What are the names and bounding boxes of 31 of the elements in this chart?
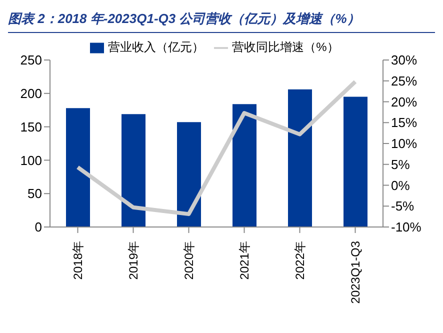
y2-tick-label: 20% (391, 94, 418, 110)
y-tick-label: 50 (28, 186, 42, 202)
y2-tick-label: 25% (391, 73, 418, 88)
y2-tick-label: -10% (391, 220, 422, 235)
y2-tick-label: 5% (391, 156, 410, 172)
x-tick-label: 2023Q1-Q3 (348, 240, 362, 304)
bar (66, 108, 90, 227)
y-tick-label: 200 (20, 86, 42, 102)
legend-label: 营业收入（亿元） (108, 40, 204, 54)
y-tick-label: 150 (20, 119, 42, 134)
y2-tick-label: 10% (391, 136, 418, 152)
y2-tick-label: 30% (391, 52, 418, 68)
bar (232, 104, 256, 227)
y2-tick-label: 15% (391, 115, 418, 130)
chart-title: 图表 2：2018 年-2023Q1-Q3 公司营收（亿元）及增速（%） (8, 8, 435, 33)
bar (122, 114, 146, 227)
x-tick-label: 2022年 (292, 241, 307, 280)
bar (344, 96, 368, 227)
x-tick-label: 2018年 (70, 241, 85, 280)
x-tick-label: 2020年 (182, 241, 196, 280)
y-tick-label: 100 (20, 152, 42, 168)
line-series (76, 80, 358, 216)
y-tick-label: 0 (34, 220, 42, 235)
legend-label: 营收同比增速（%） (232, 40, 339, 54)
y2-tick-label: 0% (391, 178, 410, 193)
x-tick-label: 2019年 (126, 241, 140, 280)
bar (288, 89, 312, 227)
y2-tick-label: -5% (391, 198, 415, 214)
y-tick-label: 250 (20, 52, 42, 68)
x-tick-label: 2021年 (237, 241, 252, 280)
bar (177, 122, 201, 227)
